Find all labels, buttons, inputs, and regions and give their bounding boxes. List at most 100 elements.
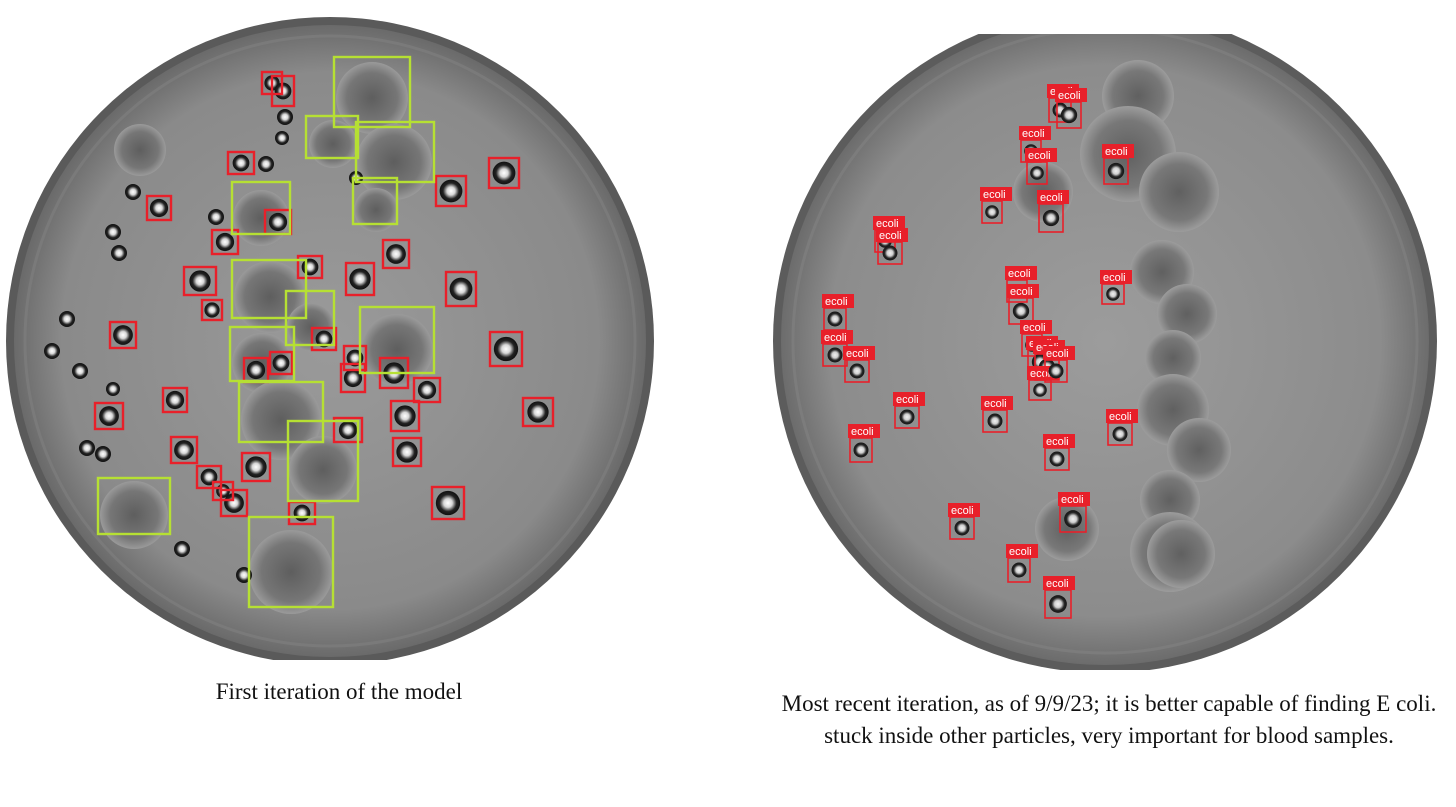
particle-blob (241, 380, 321, 460)
ecoli-label: ecoli (1030, 368, 1053, 380)
ecoli-bead (215, 232, 235, 252)
ecoli-bead (174, 440, 194, 460)
ecoli-label: ecoli (1023, 322, 1046, 334)
particle-detection-box (284, 289, 336, 347)
ecoli-bead (827, 311, 843, 327)
undetected-bead (59, 311, 75, 327)
ecoli-detection-box (412, 376, 442, 404)
undetected-bead (111, 245, 127, 261)
ecoli-bead (849, 363, 865, 379)
ecoli-detection-box (310, 326, 338, 352)
particle-blob (232, 333, 292, 393)
ecoli-label-bg (1025, 148, 1057, 162)
ecoli-bead (1064, 510, 1082, 528)
undetected-bead (208, 209, 224, 225)
particle-blob (1139, 152, 1219, 232)
undetected-bead (174, 541, 190, 557)
particle-detection-box (237, 380, 325, 444)
ecoli-bead (149, 198, 169, 218)
particle-blob (1167, 418, 1231, 482)
left-beads (44, 75, 549, 583)
ecoli-bead (315, 330, 333, 348)
ecoli-label-bg (1102, 144, 1134, 158)
undetected-bead (95, 446, 111, 462)
ecoli-bead (1106, 287, 1120, 301)
ecoli-label-bg (1058, 492, 1090, 506)
ecoli-label: ecoli (896, 394, 919, 406)
particle-detection-box (351, 176, 399, 226)
ecoli-label: ecoli (951, 505, 974, 517)
particle-detection-box (358, 305, 436, 375)
ecoli-bead (165, 390, 185, 410)
ecoli-label-bg (1037, 190, 1069, 204)
ecoli-bead (439, 179, 463, 203)
particle-blob (1035, 497, 1099, 561)
particle-blob (1147, 520, 1215, 588)
ecoli-label: ecoli (1046, 348, 1069, 360)
ecoli-bead (853, 442, 869, 458)
ecoli-bead (386, 244, 406, 264)
dish-inner-ring (23, 34, 637, 648)
ecoli-label-bg (822, 294, 854, 308)
particle-detection-box (286, 419, 360, 503)
ecoli-label-bg (843, 346, 875, 360)
ecoli-label-bg (980, 187, 1012, 201)
ecoli-detection-box (226, 150, 256, 176)
ecoli-label-bg (1019, 126, 1051, 140)
ecoli-bead (1033, 383, 1047, 397)
ecoli-bead (1011, 562, 1027, 578)
right-detection-boxes: ecoli ecoli ecoli ecoli ecoli ecoli ecoli ecoli… (821, 84, 1138, 619)
particle-blob (1157, 284, 1217, 344)
ecoli-bead (189, 270, 211, 292)
particle-detection-box (247, 515, 335, 609)
ecoli-label: ecoli (825, 296, 848, 308)
ecoli-bead (435, 490, 461, 516)
ecoli-detection-box (434, 174, 468, 208)
left-petri-dish-image (0, 10, 680, 660)
particle-blob (356, 124, 432, 200)
ecoli-detection-box (444, 270, 478, 308)
ecoli-bead (338, 420, 358, 440)
particle-blob (309, 120, 357, 168)
ecoli-detection-box (430, 485, 466, 521)
undetected-bead (258, 156, 274, 172)
ecoli-detection-box (219, 488, 249, 518)
particle-detection-box (230, 258, 308, 320)
ecoli-label: ecoli (1046, 578, 1069, 590)
ecoli-detection-box (488, 330, 524, 368)
undetected-bead (105, 224, 121, 240)
ecoli-bead (987, 413, 1003, 429)
ecoli-detection-box (169, 435, 199, 465)
ecoli-detection-box (145, 194, 173, 222)
ecoli-label: ecoli (846, 348, 869, 360)
ecoli-label: ecoli (851, 426, 874, 438)
ecoli-label-bg (981, 396, 1013, 410)
ecoli-detection-box (195, 464, 223, 490)
ecoli-bead (245, 456, 267, 478)
ecoli-detection-box (108, 320, 138, 350)
ecoli-bead (343, 368, 363, 388)
ecoli-label: ecoli (1009, 546, 1032, 558)
ecoli-detection-box (487, 156, 521, 190)
ecoli-detection-box (200, 298, 224, 322)
particle-detection-box (332, 55, 412, 129)
ecoli-label-bg (848, 424, 880, 438)
ecoli-bead (954, 520, 970, 536)
undetected-bead (44, 343, 60, 359)
ecoli-bead (224, 493, 244, 513)
ecoli-bead (272, 354, 290, 372)
ecoli-label: ecoli (1022, 128, 1045, 140)
particle-detection-box (230, 180, 292, 236)
ecoli-bead (882, 245, 898, 261)
ecoli-bead (293, 504, 311, 522)
ecoli-bead (394, 405, 416, 427)
ecoli-detection-box (381, 238, 411, 270)
particle-detection-box (96, 476, 172, 536)
ecoli-bead (99, 406, 119, 426)
ecoli-label-bg (1020, 320, 1052, 334)
right-caption: Most recent iteration, as of 9/9/23; it … (781, 691, 1437, 748)
ecoli-bead (1060, 106, 1078, 124)
ecoli-label: ecoli (1061, 494, 1084, 506)
ecoli-bead (827, 347, 843, 363)
ecoli-bead (113, 325, 133, 345)
